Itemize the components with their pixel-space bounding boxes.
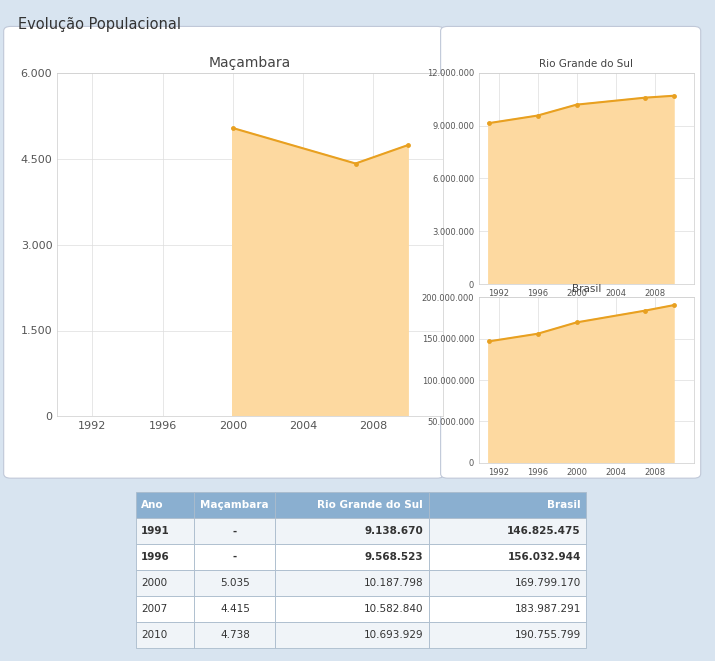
Bar (275, 622, 429, 648)
Text: 2010: 2010 (142, 630, 167, 640)
Title: Maçambara: Maçambara (209, 56, 292, 70)
Bar (136, 518, 194, 544)
Text: Rio Grande do Sul: Rio Grande do Sul (317, 500, 423, 510)
Title: Rio Grande do Sul: Rio Grande do Sul (539, 59, 633, 69)
Text: Brasil: Brasil (547, 500, 581, 510)
Text: Ano: Ano (142, 500, 164, 510)
Bar (429, 544, 586, 570)
Bar (275, 544, 429, 570)
Title: Brasil: Brasil (571, 284, 601, 294)
Text: 183.987.291: 183.987.291 (515, 604, 581, 614)
Polygon shape (489, 305, 674, 463)
FancyBboxPatch shape (4, 26, 444, 478)
Text: Maçambara: Maçambara (199, 500, 268, 510)
Text: 4.415: 4.415 (220, 604, 250, 614)
Bar (429, 596, 586, 622)
Text: 1991: 1991 (142, 526, 170, 536)
Bar (136, 544, 194, 570)
Text: 169.799.170: 169.799.170 (515, 578, 581, 588)
Bar (429, 622, 586, 648)
Bar (275, 492, 429, 518)
Text: 10.582.840: 10.582.840 (364, 604, 423, 614)
Bar (194, 570, 275, 596)
Text: 2007: 2007 (142, 604, 167, 614)
Text: -: - (233, 526, 237, 536)
Bar (136, 622, 194, 648)
Bar (275, 518, 429, 544)
Bar (429, 570, 586, 596)
Polygon shape (489, 96, 674, 284)
FancyBboxPatch shape (440, 26, 701, 478)
Bar (275, 596, 429, 622)
Bar (194, 622, 275, 648)
Text: 5.035: 5.035 (220, 578, 250, 588)
Bar (275, 570, 429, 596)
Bar (194, 596, 275, 622)
Polygon shape (232, 128, 408, 416)
Text: 9.138.670: 9.138.670 (365, 526, 423, 536)
Bar (194, 518, 275, 544)
Text: 190.755.799: 190.755.799 (515, 630, 581, 640)
Bar (136, 596, 194, 622)
Text: 10.693.929: 10.693.929 (364, 630, 423, 640)
Text: 4.738: 4.738 (220, 630, 250, 640)
Text: 10.187.798: 10.187.798 (364, 578, 423, 588)
Bar (136, 570, 194, 596)
Bar (194, 492, 275, 518)
Bar (429, 518, 586, 544)
Text: 156.032.944: 156.032.944 (508, 552, 581, 562)
Text: 2000: 2000 (142, 578, 167, 588)
Text: Evolução Populacional: Evolução Populacional (18, 17, 181, 32)
Bar (429, 492, 586, 518)
Text: 9.568.523: 9.568.523 (365, 552, 423, 562)
Bar (194, 544, 275, 570)
Text: 1996: 1996 (142, 552, 170, 562)
Text: 146.825.475: 146.825.475 (507, 526, 581, 536)
Bar (136, 492, 194, 518)
Text: -: - (233, 552, 237, 562)
